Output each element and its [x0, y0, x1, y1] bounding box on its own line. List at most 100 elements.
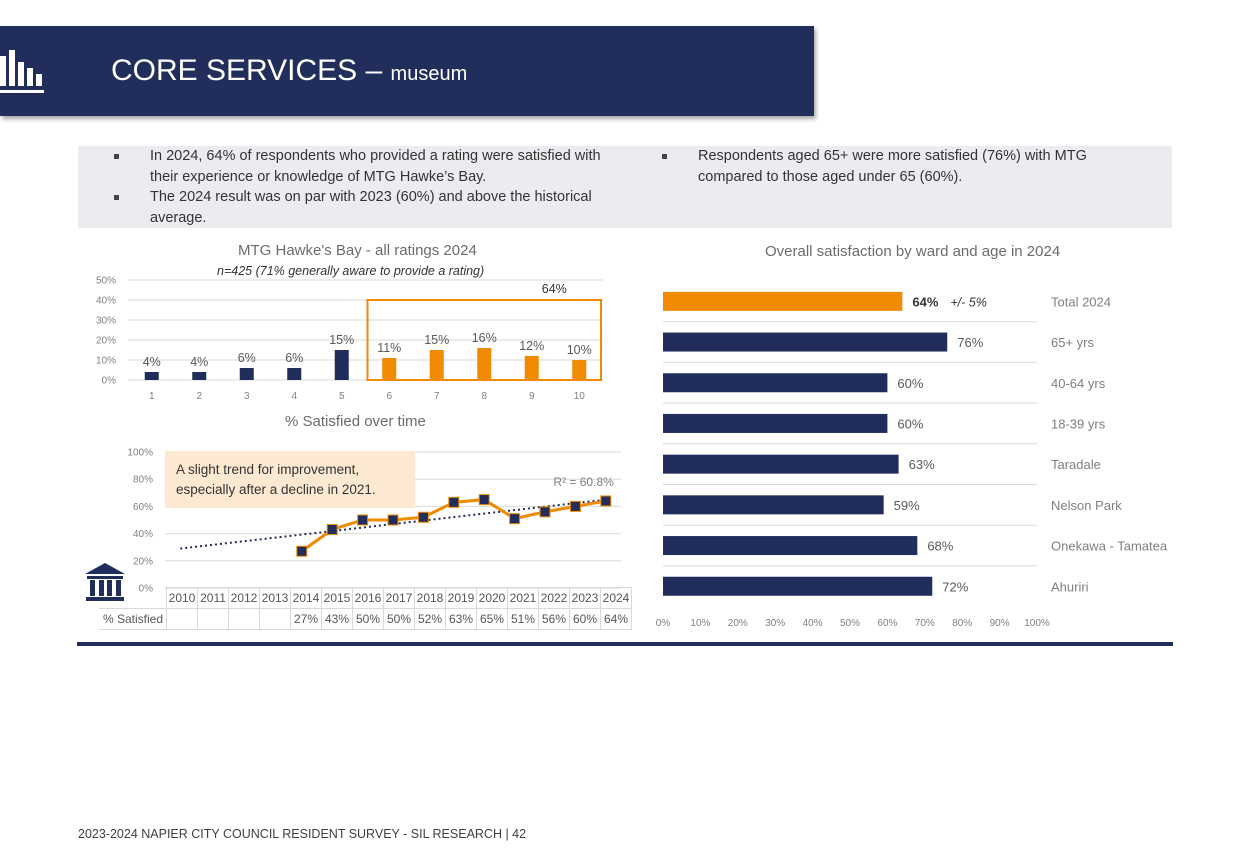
bar-value-label: 64% [912, 294, 938, 309]
summary-right: Respondents aged 65+ were more satisfied… [662, 146, 1152, 187]
bar [429, 350, 444, 380]
table-year-cell: 2023 [569, 587, 601, 609]
table-value-cell: 51% [507, 608, 539, 630]
ratings-chart-subtitle: n=425 (71% generally aware to provide a … [217, 264, 485, 278]
bar [663, 454, 899, 474]
summary-left: In 2024, 64% of respondents who provided… [114, 146, 614, 228]
table-value-cell [228, 608, 260, 630]
bar-value-label: 76% [957, 335, 983, 350]
table-year-cell: 2017 [383, 587, 415, 609]
x-tick-label: 80% [952, 618, 972, 629]
category-label: Nelson Park [1051, 498, 1122, 513]
bar-value-label: 15% [329, 333, 354, 347]
table-value-cell: 63% [445, 608, 477, 630]
bar [334, 350, 349, 380]
table-value-cell: 27% [290, 608, 322, 630]
table-year-cell: 2012 [228, 587, 260, 609]
y-tick-label: 20% [133, 556, 153, 567]
table-year-cell: 2010 [166, 587, 198, 609]
ratings-chart: 0% 10% 20% 30% 40% 50% 64% 4% 1 4% 2 6% 3 6% 4 15% 5 11% 6… [96, 276, 603, 402]
bar [663, 373, 888, 393]
bar [663, 495, 884, 515]
series-marker [569, 500, 581, 512]
table-value-cell: 50% [383, 608, 415, 630]
ward-chart-title: Overall satisfaction by ward and age in … [765, 243, 1061, 260]
bar [663, 576, 933, 596]
x-tick-label: 9 [529, 391, 535, 402]
category-label: Onekawa - Tamatea [1051, 539, 1168, 554]
series-marker [478, 494, 490, 506]
ward-chart: 64% +/- 5% Total 2024 76% 65+ yrs 60% 40-64 yr… [656, 291, 1168, 629]
y-tick-label: 50% [96, 276, 116, 287]
footer-text: 2023-2024 NAPIER CITY COUNCIL RESIDENT S… [78, 827, 527, 841]
bar-value-label: 12% [519, 339, 544, 353]
bar-value-label: 6% [285, 351, 303, 365]
bar-value-label: 10% [567, 343, 592, 357]
bar [572, 360, 587, 380]
bar-value-label: 16% [472, 331, 497, 345]
bar-value-label: 72% [942, 579, 968, 594]
bar [382, 358, 397, 380]
summary-bullet-text: In 2024, 64% of respondents who provided… [150, 148, 601, 185]
category-label: Ahuriri [1051, 579, 1089, 594]
table-year-cell: 2018 [414, 587, 446, 609]
table-year-cell: 2014 [290, 587, 322, 609]
series-marker [448, 496, 460, 508]
bar [524, 356, 539, 380]
category-label: 18-39 yrs [1051, 416, 1106, 431]
x-tick-label: 30% [765, 618, 785, 629]
y-tick-label: 40% [96, 296, 116, 307]
x-tick-label: 5 [339, 391, 345, 402]
x-tick-label: 50% [840, 618, 860, 629]
summary-box: In 2024, 64% of respondents who provided… [78, 146, 1172, 228]
x-tick-label: 60% [877, 618, 897, 629]
table-year-cell: 2013 [259, 587, 291, 609]
y-tick-label: 0% [102, 376, 117, 387]
bullet-square-icon [114, 154, 119, 159]
series-marker [539, 506, 551, 518]
bar-value-label: 68% [927, 539, 953, 554]
x-tick-label: 20% [728, 618, 748, 629]
table-year-cell: 2022 [538, 587, 570, 609]
series-marker [326, 524, 338, 536]
bar-value-label: 59% [894, 498, 920, 513]
table-row-years: 2010 2011 2012 2013 2014 2015 2016 2017 2018 2019… [99, 587, 632, 609]
y-tick-label: 10% [96, 356, 116, 367]
table-value-cell: 52% [414, 608, 446, 630]
x-tick-label: 2 [196, 391, 202, 402]
category-label: Total 2024 [1051, 294, 1111, 309]
page-title-sub: museum [390, 63, 468, 85]
table-value-cell [259, 608, 291, 630]
bar [287, 368, 302, 380]
summary-bullet: Respondents aged 65+ were more satisfied… [662, 146, 1152, 187]
category-label: Taradale [1051, 457, 1101, 472]
bar [663, 332, 948, 352]
series-marker [296, 545, 308, 557]
page-title-main: CORE SERVICES – [111, 54, 383, 87]
table-value-cell: 65% [476, 608, 508, 630]
bar-value-label: 6% [238, 351, 256, 365]
bar [239, 368, 254, 380]
x-tick-label: 40% [803, 618, 823, 629]
trend-annotation-box: A slight trend for improvement, especial… [165, 451, 415, 508]
table-year-cell: 2019 [445, 587, 477, 609]
x-tick-label: 1 [149, 391, 155, 402]
table-year-cell: 2011 [197, 587, 229, 609]
table-value-cell: 60% [569, 608, 601, 630]
table-value-cell: 50% [352, 608, 384, 630]
summary-bullet: The 2024 result was on par with 2023 (60… [114, 187, 614, 228]
trend-r2-label: R² = 60.8% [553, 475, 614, 489]
table-year-cell: 2020 [476, 587, 508, 609]
x-tick-label: 4 [291, 391, 297, 402]
header-banner: CORE SERVICES – museum [0, 26, 814, 116]
category-label: 65+ yrs [1051, 335, 1094, 350]
bar-value-label: 15% [424, 333, 449, 347]
bar [477, 348, 492, 380]
bar [663, 291, 903, 311]
series-marker [417, 511, 429, 523]
x-tick-label: 10 [574, 391, 586, 402]
y-tick-label: 100% [127, 448, 153, 459]
table-value-cell: 64% [600, 608, 632, 630]
x-tick-label: 3 [244, 391, 250, 402]
table-value-cell: 43% [321, 608, 353, 630]
